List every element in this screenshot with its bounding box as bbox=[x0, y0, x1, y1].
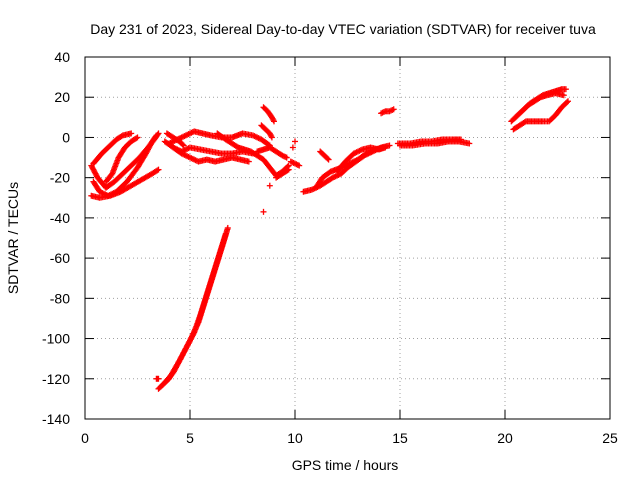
data-point bbox=[180, 142, 187, 149]
data-point bbox=[179, 141, 186, 148]
data-point bbox=[296, 162, 303, 169]
data-point bbox=[379, 109, 386, 116]
data-point bbox=[285, 166, 292, 173]
data-point bbox=[268, 133, 275, 140]
y-axis-label: SDTVAR / TECUs bbox=[5, 182, 21, 294]
data-point bbox=[155, 375, 162, 382]
data-points bbox=[88, 86, 571, 392]
data-point bbox=[152, 133, 159, 140]
data-point bbox=[325, 156, 332, 163]
x-tick-label: 0 bbox=[81, 430, 89, 446]
data-point bbox=[270, 117, 277, 124]
x-tick-label: 5 bbox=[186, 430, 194, 446]
x-tick-label: 20 bbox=[497, 430, 513, 446]
data-point bbox=[565, 98, 571, 105]
x-tick-label: 10 bbox=[287, 430, 303, 446]
data-point bbox=[466, 140, 473, 147]
data-point bbox=[292, 138, 298, 145]
plot-frame bbox=[84, 56, 611, 420]
data-point bbox=[521, 119, 528, 126]
data-point bbox=[224, 224, 231, 231]
x-tick-labels: 0 5 10 15 20 25 bbox=[81, 430, 618, 446]
data-point bbox=[154, 167, 161, 174]
data-point bbox=[324, 155, 331, 162]
data-point bbox=[133, 135, 140, 142]
y-tick-label: -60 bbox=[50, 250, 70, 266]
y-tick-labels: -140 -120 -100 -80 -60 -40 -20 0 20 40 bbox=[42, 49, 70, 427]
y-tick-label: -120 bbox=[42, 371, 70, 387]
data-point bbox=[389, 106, 396, 113]
data-point bbox=[386, 142, 393, 149]
data-point bbox=[118, 133, 125, 140]
y-tick-label: 40 bbox=[54, 49, 70, 65]
data-point bbox=[190, 330, 197, 337]
grid bbox=[84, 56, 611, 420]
chart-title: Day 231 of 2023, Sidereal Day-to-day VTE… bbox=[90, 21, 596, 37]
data-point bbox=[260, 208, 267, 215]
y-tick-label: -40 bbox=[50, 210, 70, 226]
y-tick-label: -140 bbox=[42, 411, 70, 427]
data-point bbox=[563, 99, 570, 106]
data-point bbox=[153, 132, 160, 139]
data-point bbox=[560, 92, 567, 99]
x-tick-label: 25 bbox=[602, 430, 618, 446]
data-point bbox=[134, 134, 141, 141]
data-point bbox=[268, 134, 275, 141]
data-point bbox=[128, 130, 135, 137]
data-point bbox=[284, 167, 291, 174]
y-tick-label: -20 bbox=[50, 170, 70, 186]
y-tick-label: 0 bbox=[62, 129, 70, 145]
x-axis-label: GPS time / hours bbox=[292, 457, 399, 473]
data-point bbox=[245, 158, 252, 165]
data-point bbox=[283, 154, 290, 161]
data-point bbox=[289, 144, 296, 151]
y-tick-label: 20 bbox=[54, 89, 70, 105]
data-point bbox=[390, 106, 397, 113]
data-point bbox=[271, 118, 277, 125]
data-point bbox=[380, 108, 387, 115]
x-tick-label: 15 bbox=[392, 430, 408, 446]
data-point bbox=[222, 230, 229, 237]
data-point bbox=[387, 107, 394, 114]
y-tick-label: -100 bbox=[42, 331, 70, 347]
data-point bbox=[382, 144, 389, 151]
data-point bbox=[562, 86, 569, 93]
y-tick-label: -80 bbox=[50, 290, 70, 306]
data-point bbox=[266, 182, 273, 189]
data-point bbox=[155, 166, 162, 173]
